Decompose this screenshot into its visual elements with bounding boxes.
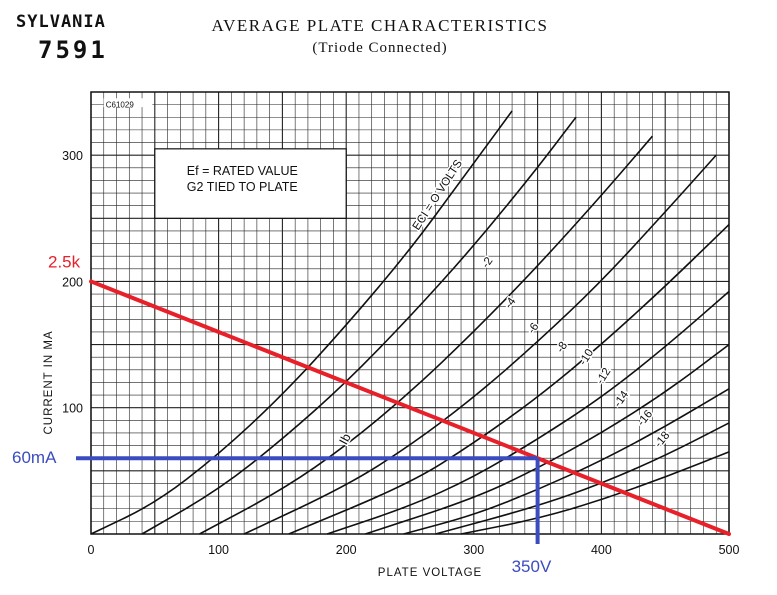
curve-label: -8 (554, 340, 570, 355)
curve-label: ECI = O VOLTS (411, 158, 466, 233)
load-line-label: 2.5k (48, 252, 81, 271)
operating-current-label: 60mA (12, 448, 57, 467)
plot-frame (90, 91, 730, 535)
note-text: G2 TIED TO PLATE (187, 180, 298, 194)
y-tick-label: 200 (62, 275, 83, 289)
y-axis-title: CURRENT IN MA (43, 330, 55, 434)
load-line (89, 279, 731, 536)
note-text: Ef = RATED VALUE (187, 164, 298, 178)
plate-curve (326, 290, 730, 535)
code-box (103, 98, 153, 108)
plate-curve (435, 422, 730, 535)
curve-label: -6 (526, 321, 542, 336)
y-tick-label: 300 (62, 149, 83, 163)
chart-code: C61029 (106, 100, 135, 109)
x-axis-title: PLATE VOLTAGE (378, 567, 482, 579)
plate-curve (460, 451, 730, 535)
x-tick-label: 300 (463, 543, 484, 557)
plate-curve (90, 110, 513, 535)
curve-label: -4 (503, 295, 519, 311)
plate-curve (365, 343, 730, 535)
chart-title: AVERAGE PLATE CHARACTERISTICS (211, 16, 549, 35)
chart-subtitle: (Triode Connected) (312, 40, 448, 56)
curve-label: -12 (594, 366, 613, 386)
curve-label: -2 (480, 255, 496, 270)
brand-name: SYLVANIA (16, 12, 106, 32)
x-tick-label: 0 (88, 543, 95, 557)
x-tick-label: 400 (591, 543, 612, 557)
tube-number: 7591 (38, 36, 108, 64)
curve-label-ib: Ib (336, 431, 353, 447)
chart-labels: Ef = RATED VALUE G2 TIED TO PLATE C61029 EC… (43, 98, 739, 579)
x-tick-label: 100 (208, 543, 229, 557)
x-tick-label: 500 (719, 543, 740, 557)
brand-block: SYLVANIA 7591 (16, 12, 108, 64)
plate-curve (243, 154, 717, 535)
plate-curve (403, 388, 730, 535)
curve-label: -14 (612, 388, 632, 409)
y-tick-label: 100 (62, 402, 83, 416)
notes-box (154, 148, 347, 219)
plate-curve (141, 116, 577, 535)
operating-voltage-label: 350V (512, 557, 552, 576)
overlays: 2.5k 60mA 350V (12, 252, 731, 576)
plate-curve (199, 135, 654, 535)
plate-curves (90, 110, 730, 535)
plate-curve (288, 224, 730, 535)
x-tick-label: 200 (336, 543, 357, 557)
